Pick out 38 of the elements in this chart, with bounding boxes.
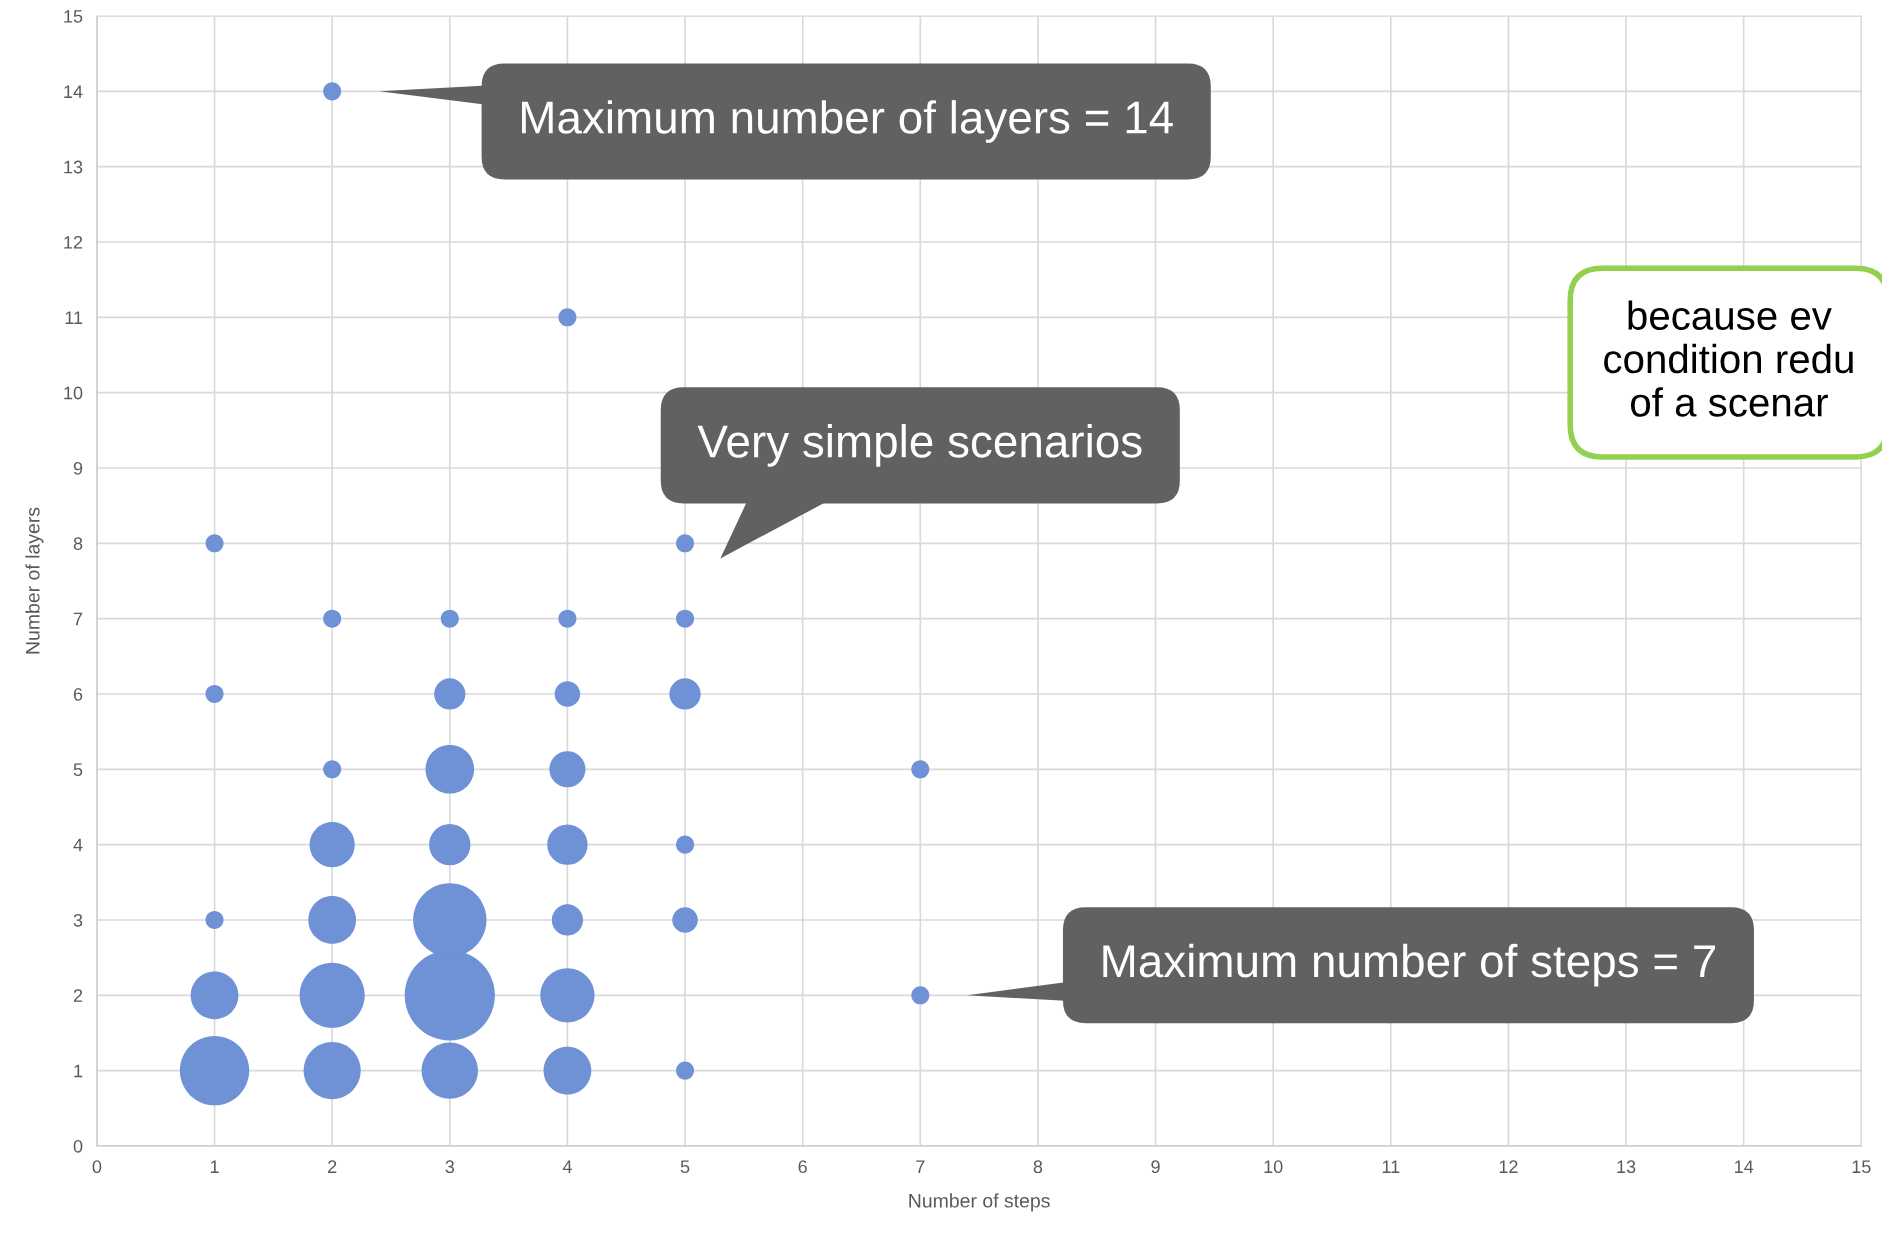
x-tick-label: 2 bbox=[328, 1160, 337, 1173]
x-tick-label: 1 bbox=[210, 1160, 219, 1173]
annotation: Maximum number of layers = 14 bbox=[522, 100, 1173, 143]
x-axis-title: Number of steps bbox=[909, 1193, 1050, 1212]
y-tick-label: 15 bbox=[64, 10, 83, 23]
y-tick-label: 2 bbox=[73, 989, 83, 1002]
x-tick-label: 14 bbox=[1735, 1160, 1754, 1173]
y-tick-label: 8 bbox=[73, 537, 83, 551]
y-tick-label: 7 bbox=[73, 612, 83, 626]
y-tick-label: 5 bbox=[73, 763, 83, 777]
y-tick-label: 0 bbox=[73, 1139, 83, 1153]
x-tick-label: 11 bbox=[1382, 1160, 1400, 1173]
annotation: Very simple scenarios bbox=[697, 424, 1142, 467]
y-tick-label: 4 bbox=[73, 838, 83, 852]
x-tick-label: 13 bbox=[1617, 1160, 1636, 1174]
y-axis-title: Number of layers bbox=[25, 507, 44, 654]
x-tick-label: 6 bbox=[798, 1160, 807, 1174]
annotation: Maximum number of steps = 7 bbox=[1103, 943, 1716, 987]
x-tick-label: 4 bbox=[562, 1160, 572, 1173]
x-tick-label: 3 bbox=[445, 1160, 455, 1174]
x-tick-label: 8 bbox=[1033, 1160, 1043, 1174]
x-tick-label: 12 bbox=[1499, 1160, 1518, 1173]
y-tick-label: 14 bbox=[64, 85, 83, 98]
annotation: because ev condition redu of a scenar bbox=[1604, 300, 1853, 417]
x-tick-label: 9 bbox=[1151, 1160, 1160, 1174]
y-tick-label: 9 bbox=[73, 461, 83, 475]
y-tick-label: 3 bbox=[73, 913, 83, 927]
x-tick-label: 5 bbox=[680, 1160, 690, 1174]
x-tick-label: 15 bbox=[1852, 1160, 1871, 1174]
y-tick-label: 6 bbox=[73, 687, 83, 701]
y-tick-label: 12 bbox=[64, 235, 83, 249]
x-tick-label: 0 bbox=[92, 1160, 102, 1174]
y-tick-label: 10 bbox=[64, 386, 83, 400]
x-tick-label: 7 bbox=[916, 1160, 925, 1173]
y-tick-label: 1 bbox=[74, 1064, 83, 1078]
x-tick-label: 10 bbox=[1264, 1160, 1283, 1174]
y-tick-label: 11 bbox=[65, 311, 83, 324]
y-tick-label: 13 bbox=[64, 160, 83, 174]
